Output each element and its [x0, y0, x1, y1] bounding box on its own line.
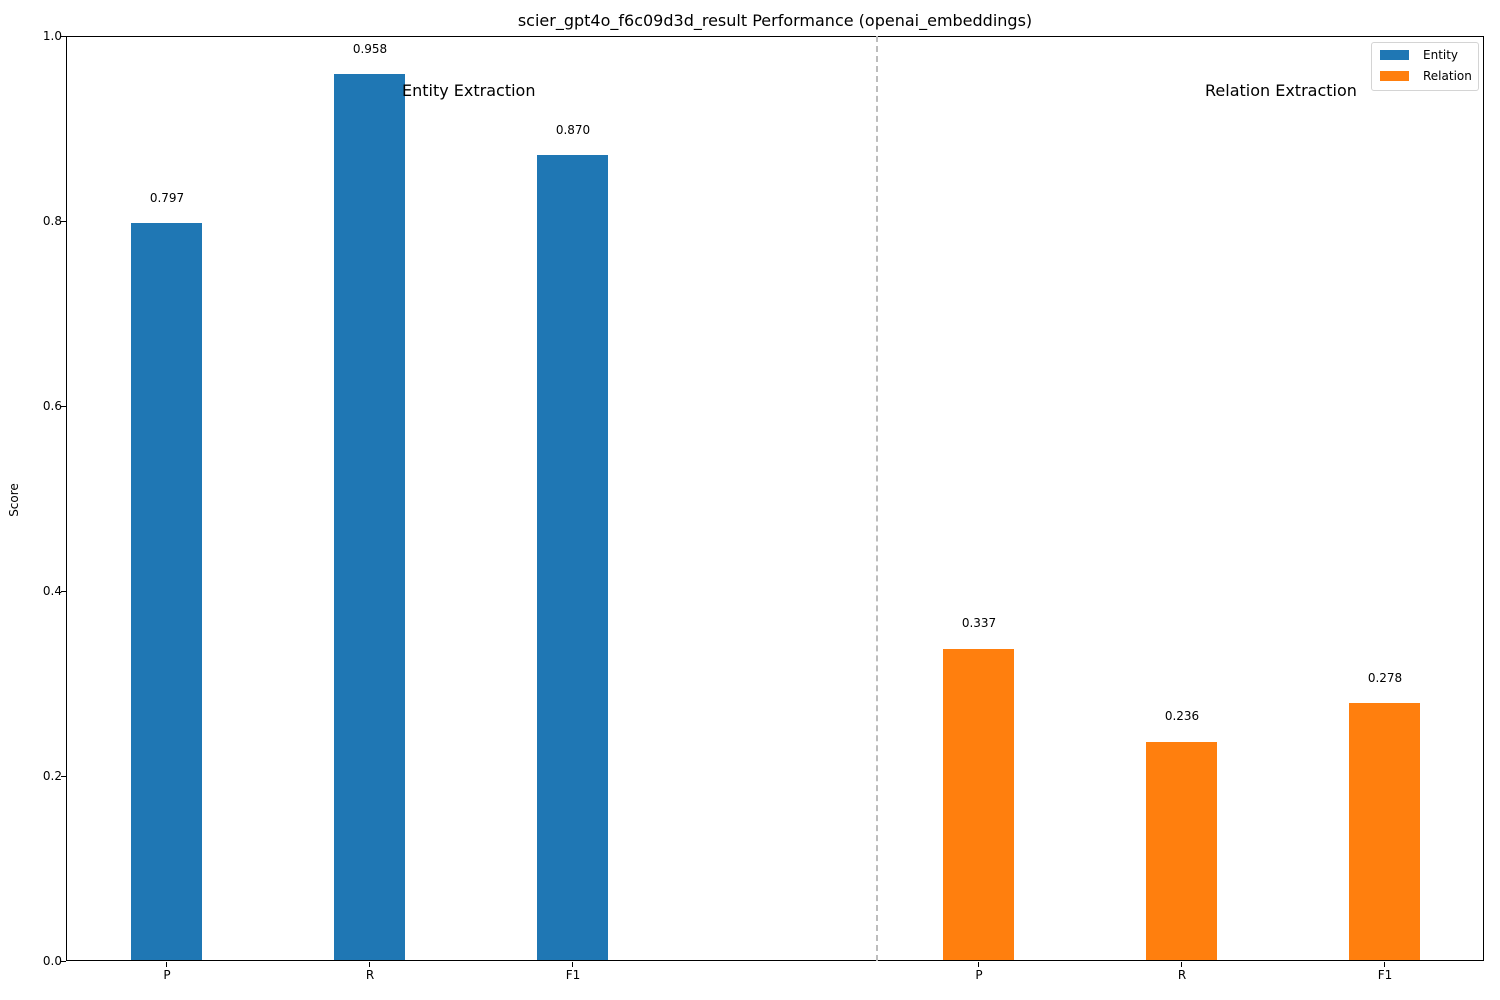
bar-relation-f1 — [1349, 703, 1420, 960]
y-tick-label: 0.4 — [42, 584, 62, 598]
value-label: 0.337 — [961, 616, 997, 630]
bar-entity-f1 — [537, 155, 608, 960]
value-label: 0.797 — [149, 191, 185, 205]
bar-relation-p — [943, 649, 1014, 960]
value-label: 0.278 — [1367, 671, 1403, 685]
y-tick-mark — [61, 591, 66, 592]
x-tick-label: P — [975, 968, 983, 982]
x-tick-mark — [1181, 962, 1182, 967]
section-label-entity: Entity Extraction — [402, 81, 536, 100]
legend-item-relation: Relation — [1380, 69, 1472, 83]
chart-title: scier_gpt4o_f6c09d3d_result Performance … — [517, 11, 1033, 30]
y-tick-label: 0.6 — [42, 399, 62, 413]
x-tick-mark — [369, 962, 370, 967]
x-tick-label: F1 — [565, 968, 581, 982]
legend-label: Entity — [1423, 48, 1459, 62]
y-tick-label: 1.0 — [42, 29, 62, 43]
legend-swatch-icon — [1380, 71, 1409, 81]
x-tick-label: R — [365, 968, 375, 982]
y-tick-label: 0.2 — [42, 769, 62, 783]
x-tick-label: P — [163, 968, 171, 982]
group-divider — [876, 36, 878, 961]
y-tick-mark — [61, 221, 66, 222]
legend-swatch-icon — [1380, 50, 1409, 60]
legend: Entity Relation — [1371, 42, 1479, 91]
section-label-relation: Relation Extraction — [1205, 81, 1357, 100]
x-tick-mark — [1384, 962, 1385, 967]
value-label: 0.958 — [352, 42, 388, 56]
x-tick-mark — [572, 962, 573, 967]
y-axis-label: Score — [7, 483, 21, 517]
value-label: 0.870 — [555, 123, 591, 137]
value-label: 0.236 — [1164, 709, 1200, 723]
y-tick-label: 0.8 — [42, 214, 62, 228]
legend-item-entity: Entity — [1380, 48, 1458, 62]
bar-relation-r — [1146, 742, 1217, 960]
x-tick-mark — [166, 962, 167, 967]
y-tick-mark — [61, 961, 66, 962]
plot-area — [66, 36, 1484, 961]
y-tick-label: 0.0 — [42, 954, 62, 968]
x-tick-label: F1 — [1377, 968, 1393, 982]
x-tick-label: R — [1177, 968, 1187, 982]
bar-entity-p — [131, 223, 202, 960]
bar-entity-r — [334, 74, 405, 960]
x-tick-mark — [978, 962, 979, 967]
y-tick-mark — [61, 406, 66, 407]
y-tick-mark — [61, 36, 66, 37]
legend-label: Relation — [1423, 69, 1472, 83]
y-tick-mark — [61, 776, 66, 777]
